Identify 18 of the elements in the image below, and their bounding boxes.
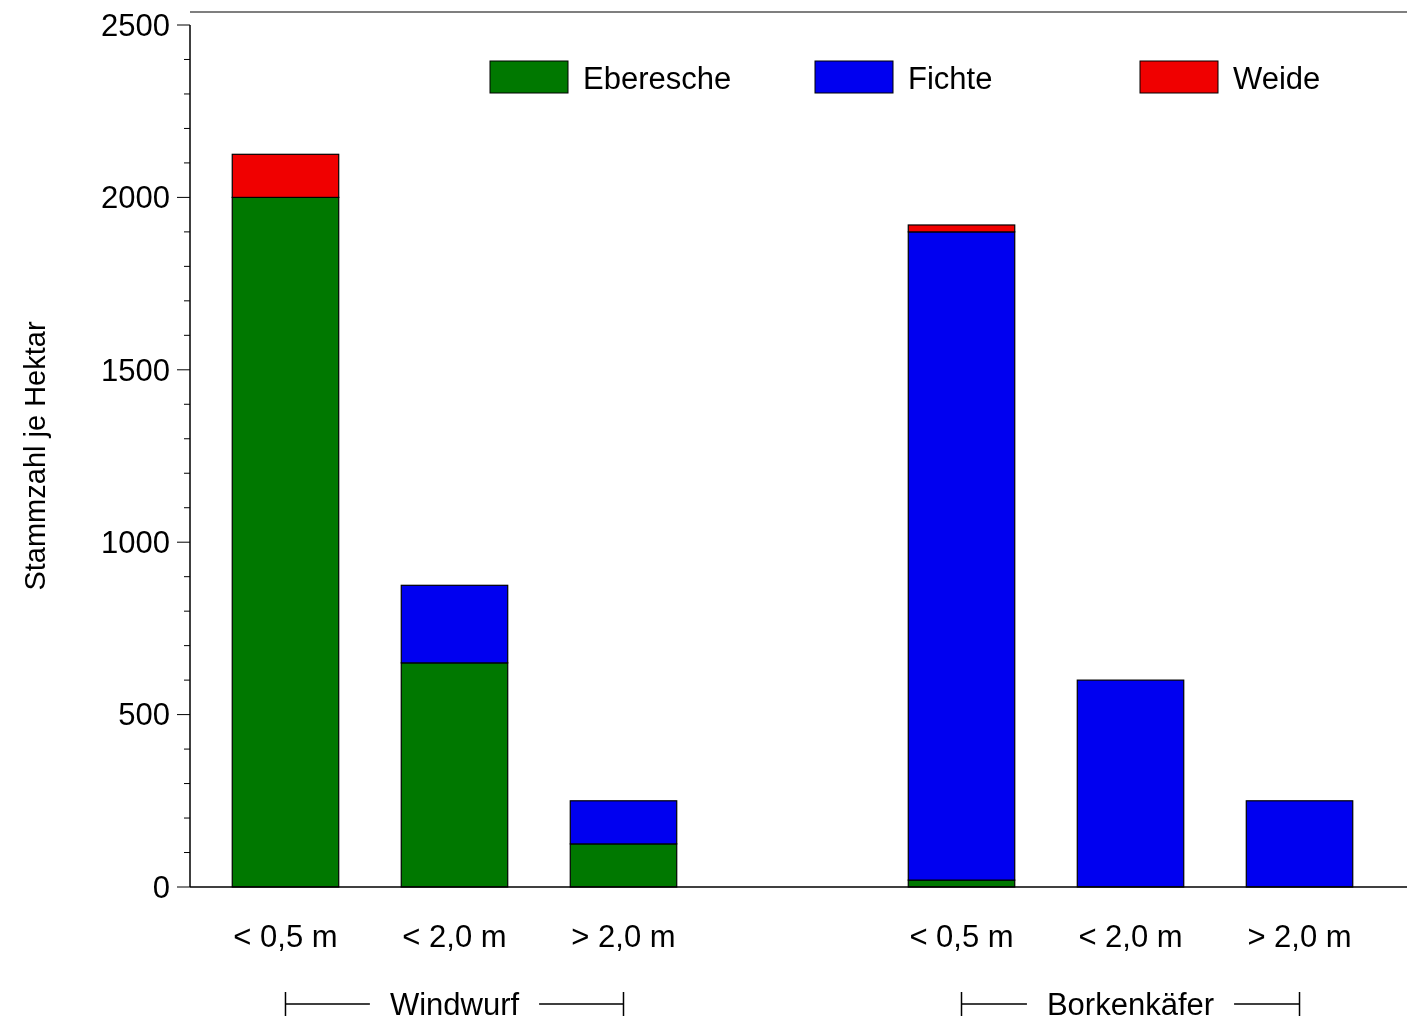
text: Borkenkäfer (1046, 987, 1215, 1020)
y-tick-label: 0 (152, 869, 170, 905)
text: Windwurf (389, 987, 520, 1020)
x-tick-label: < 2,0 m (1078, 919, 1183, 954)
y-tick-label: 1500 (101, 352, 170, 388)
y-tick-label: 2000 (101, 180, 170, 216)
x-tick-label: < 0,5 m (233, 919, 338, 954)
x-tick-label: < 0,5 m (909, 919, 1014, 954)
x-tick-label: > 2,0 m (571, 919, 676, 954)
legend-label: Eberesche (583, 60, 732, 96)
y-axis-title: Stammzahl je Hektar (19, 321, 51, 591)
y-tick-label: 1000 (101, 525, 170, 561)
y-tick-label: 500 (118, 697, 170, 733)
x-tick-label: > 2,0 m (1247, 919, 1352, 954)
legend-label: Fichte (908, 60, 993, 96)
legend-label: Weide (1233, 60, 1321, 96)
x-tick-label: < 2,0 m (402, 919, 507, 954)
y-tick-label: 2500 (101, 7, 170, 43)
